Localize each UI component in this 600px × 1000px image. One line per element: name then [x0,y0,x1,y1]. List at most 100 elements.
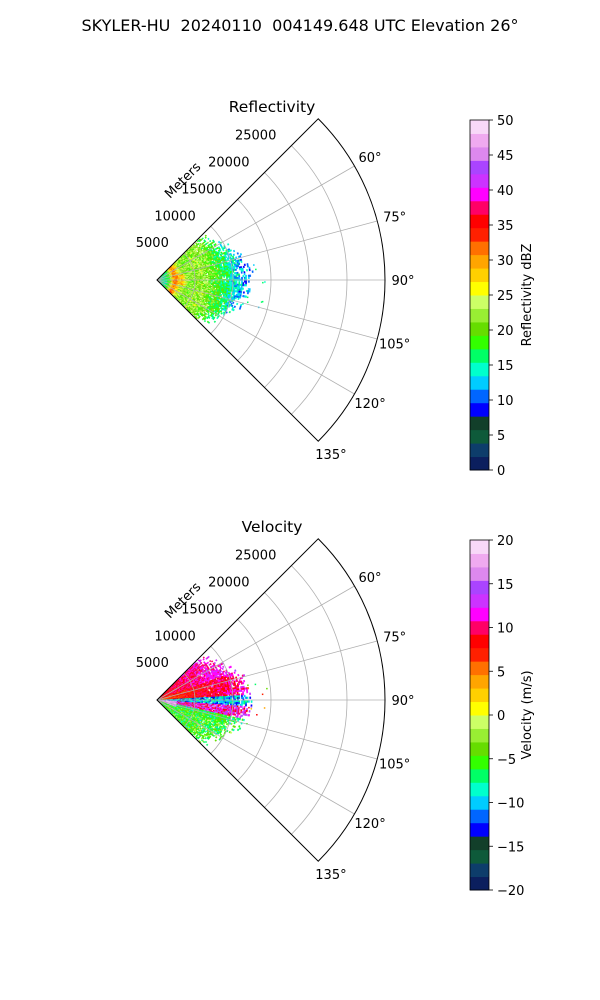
data-cell [235,280,238,283]
theta-tick-label: 105° [379,338,410,353]
data-cell [228,277,231,280]
data-cell [247,276,250,279]
data-cell [219,277,221,280]
data-cell [251,270,254,273]
data-cell [227,280,230,283]
colorbar-segment [470,416,489,431]
colorbar-segment [470,362,489,377]
data-cell [217,280,220,282]
colorbar-label: Reflectivity dBZ [520,244,535,347]
data-cell [224,281,227,284]
data-cell [222,280,224,283]
data-cell [225,256,228,259]
data-cell [213,320,217,323]
data-cell [236,266,239,270]
data-cell [237,264,240,268]
angular-gridline [156,279,355,395]
data-cell [216,280,219,282]
colorbar-segment [470,321,489,336]
data-cell [240,271,243,274]
data-cell [241,282,243,285]
data-cell [235,277,238,280]
data-cell [220,281,223,284]
data-cell [213,282,216,285]
data-cell [228,310,231,314]
data-cell [241,267,244,271]
data-cell [223,280,226,283]
data-cell [213,277,216,280]
data-cell [230,275,232,278]
data-cell [223,281,226,284]
data-cell [245,276,247,279]
colorbar-segment [470,187,489,202]
data-cell [232,253,235,256]
colorbar-segment [470,308,489,323]
data-cell [215,280,217,282]
data-cell [219,276,221,278]
data-cell [246,265,249,268]
data-cell [223,276,226,278]
colorbar-tick-label: 30 [497,254,514,269]
colorbar-segment [470,429,489,444]
data-cell [222,249,225,252]
data-cell [206,278,209,280]
colorbar-tick-label: 45 [497,149,514,164]
data-cell [261,300,264,303]
data-cell [204,234,207,237]
r-tick-label: 20000 [208,156,249,171]
data-cell [240,285,243,288]
data-cell [209,239,212,243]
data-cell [209,277,212,280]
data-cell [239,253,243,256]
data-cell [230,254,233,257]
colorbar-segment [470,254,489,269]
colorbar-segment [470,443,489,458]
data-cell [248,290,251,293]
data-cell [219,280,221,282]
theta-tick-label: 120° [354,397,385,412]
data-cell [226,275,228,278]
data-cell [215,277,217,280]
data-cell [253,264,255,266]
data-cell [248,280,250,283]
data-cell [217,277,220,280]
data-cell [243,280,246,283]
data-cell [226,243,230,246]
data-cell [246,296,249,299]
data-cell [238,275,241,278]
data-cell [249,274,252,277]
r-tick-label: 10000 [154,209,195,224]
data-cell [246,269,248,272]
data-cell [243,271,246,274]
data-cell [226,277,228,280]
reflectivity-panel: Reflectivity50001000015000200002500060°7… [136,98,535,479]
data-cell [245,280,247,283]
colorbar-segment [470,120,489,134]
data-cell [221,281,224,284]
data-cell [205,277,208,279]
data-cell [204,236,207,239]
data-cell [238,262,241,266]
data-cell [238,307,242,310]
data-cell [234,297,237,300]
colorbar-tick-label: 15 [497,359,514,374]
data-cell [207,237,210,241]
figure-title: SKYLER-HU 20240110 004149.648 UTC Elevat… [81,16,519,35]
data-cell [236,302,239,306]
data-cell [246,301,249,304]
data-cell [262,281,264,284]
data-cell [234,280,237,283]
data-cell [244,295,247,298]
data-cell [241,276,243,279]
colorbar-segment [470,200,489,215]
theta-tick-label: 90° [391,274,414,289]
data-cell [238,276,241,280]
data-cell [243,276,246,279]
data-cell [231,304,234,308]
colorbar-tick-label: 20 [497,324,514,339]
data-cell [242,274,245,278]
data-cell [217,240,221,244]
data-cell [237,276,239,280]
data-cell [238,273,241,276]
